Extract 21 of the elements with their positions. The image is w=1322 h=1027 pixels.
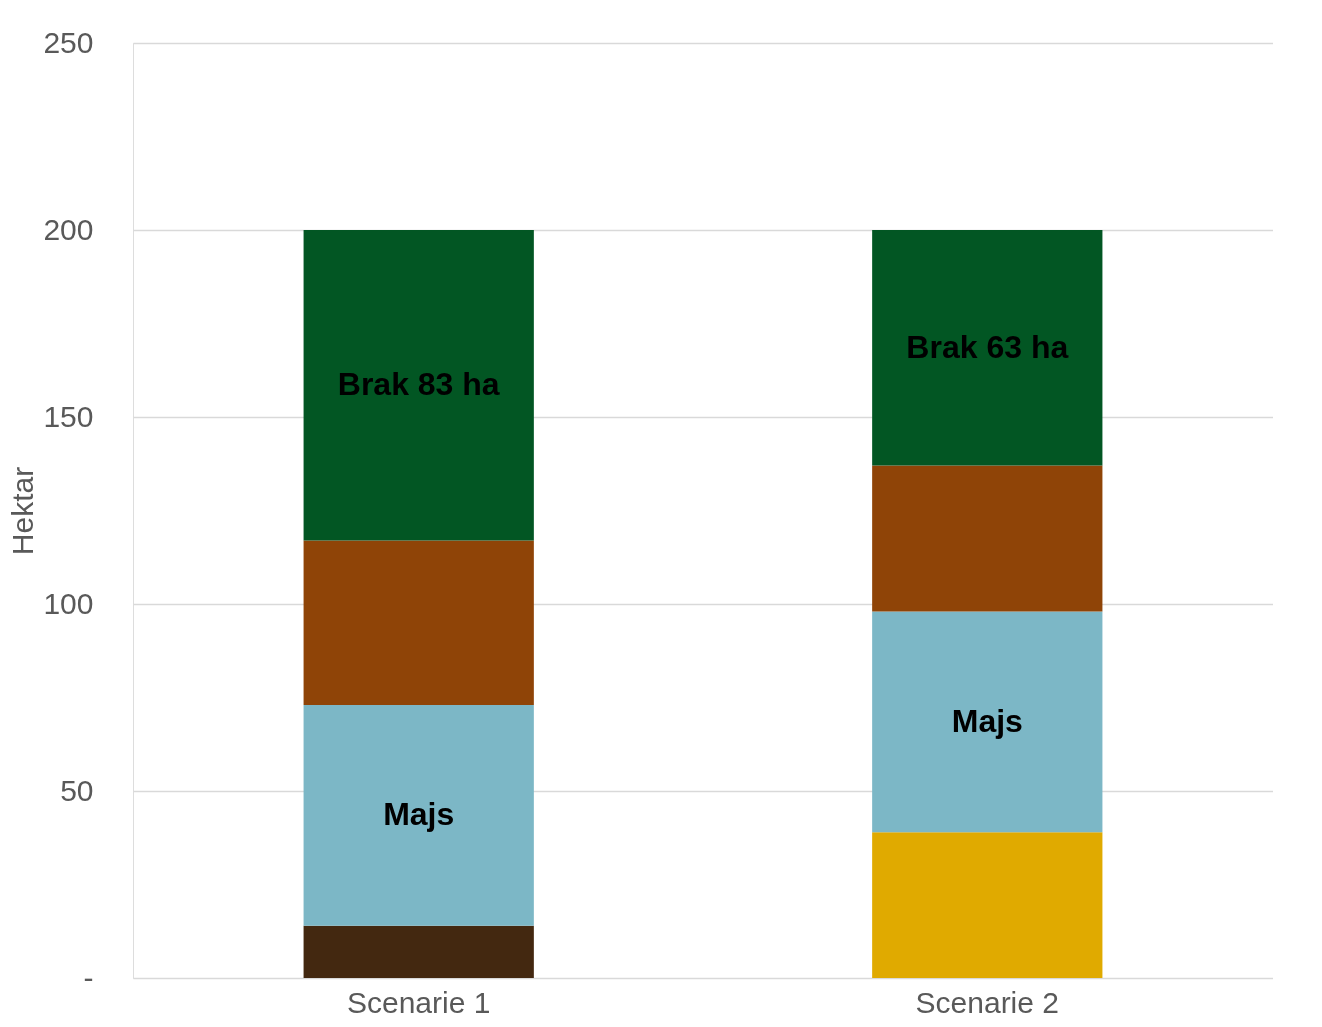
y-tick-label: 100 (43, 586, 94, 620)
y-tick-label: 150 (43, 399, 94, 433)
bar (872, 465, 1103, 612)
y-tick-label: 250 (43, 25, 94, 59)
bar (303, 704, 534, 926)
x-tick-label: Scenarie 1 (346, 985, 491, 1019)
bar (303, 230, 534, 541)
bar (303, 925, 534, 978)
y-axis-title: Hektar (6, 466, 40, 556)
bar (872, 832, 1103, 978)
bar (872, 230, 1103, 466)
data-label: Brak 83 ha (337, 366, 500, 403)
bar (303, 540, 534, 705)
y-tick-label: - (83, 960, 94, 994)
data-label: Majs (383, 796, 455, 833)
y-tick-label: 50 (60, 773, 94, 807)
x-tick-label: Scenarie 2 (915, 985, 1060, 1019)
data-label: Brak 63 ha (906, 328, 1069, 365)
bar (872, 611, 1103, 833)
data-label: Majs (951, 702, 1023, 739)
y-tick-label: 200 (43, 212, 94, 246)
